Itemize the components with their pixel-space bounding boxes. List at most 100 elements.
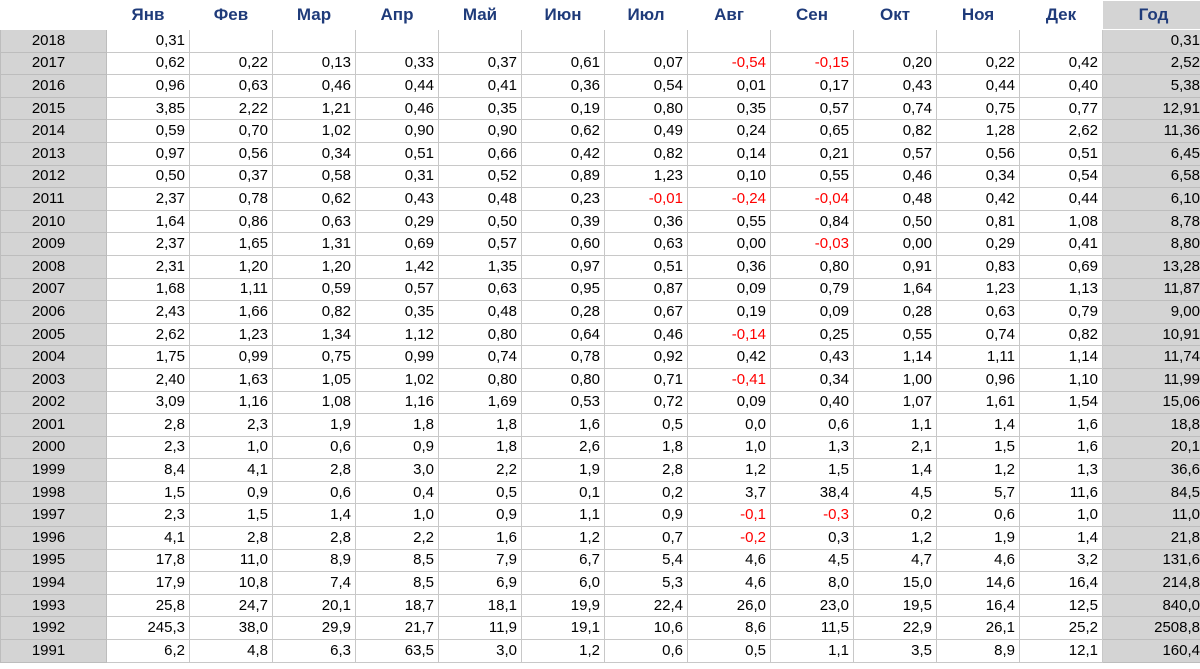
month-value-cell: 0,82 <box>272 300 356 324</box>
month-value-cell: 0,33 <box>355 51 439 76</box>
month-value-cell: 6,7 <box>521 548 605 573</box>
month-value-cell: 0,42 <box>687 345 771 369</box>
month-value-cell: -0,24 <box>687 187 771 211</box>
month-value-cell: 0,29 <box>936 232 1020 256</box>
year-total-cell: 13,28 <box>1102 254 1200 279</box>
month-value-cell: 19,9 <box>521 593 605 618</box>
month-value-cell: 0,86 <box>189 209 273 234</box>
month-value-cell: 29,9 <box>272 616 356 641</box>
month-value-cell: 11,0 <box>189 548 273 573</box>
year-cell: 2009 <box>0 232 107 256</box>
month-value-cell: 0,6 <box>770 413 854 437</box>
month-value-cell: 63,5 <box>355 639 439 663</box>
month-value-cell: 23,0 <box>770 593 854 618</box>
month-value-cell: 22,4 <box>604 593 688 618</box>
month-value-cell: 7,9 <box>438 548 522 573</box>
year-total-cell: 214,8 <box>1102 571 1200 595</box>
month-value-cell: 6,2 <box>106 639 190 663</box>
year-cell: 2010 <box>0 209 107 234</box>
month-value-cell: 1,69 <box>438 390 522 415</box>
month-value-cell: 0,2 <box>604 480 688 505</box>
table-row: 1997 2,3 1,5 1,4 1,0 0,9 1,1 0,9 -0,1 -0,3 0,2 0,6 1… <box>0 503 1200 528</box>
header-jun: Июн <box>521 0 605 30</box>
month-value-cell: -0,3 <box>770 503 854 528</box>
month-value-cell: 0,96 <box>936 367 1020 392</box>
month-value-cell: 0,2 <box>853 503 937 528</box>
month-value-cell: 0,5 <box>604 413 688 437</box>
month-value-cell: 2,1 <box>853 435 937 460</box>
header-feb: Фев <box>189 0 273 30</box>
month-value-cell: 1,4 <box>1019 526 1103 550</box>
month-value-cell: 0,31 <box>106 29 190 53</box>
month-value-cell: 0,28 <box>853 300 937 324</box>
month-value-cell: 0,63 <box>604 232 688 256</box>
month-value-cell: 0,78 <box>189 187 273 211</box>
month-value-cell: 38,4 <box>770 480 854 505</box>
year-total-cell: 21,8 <box>1102 526 1200 550</box>
month-value-cell: 0,5 <box>687 639 771 663</box>
month-value-cell: 2,2 <box>355 526 439 550</box>
month-value-cell: 25,8 <box>106 593 190 618</box>
month-value-cell: 0,74 <box>936 322 1020 347</box>
month-value-cell: 1,20 <box>189 254 273 279</box>
month-value-cell: 11,5 <box>770 616 854 641</box>
month-value-cell: 0,34 <box>770 367 854 392</box>
header-aug: Авг <box>687 0 771 30</box>
month-value-cell: 0,48 <box>853 187 937 211</box>
month-value-cell: 14,6 <box>936 571 1020 595</box>
month-value-cell <box>272 29 356 53</box>
month-value-cell: 0,57 <box>770 96 854 121</box>
month-value-cell: 19,5 <box>853 593 937 618</box>
month-value-cell: -0,04 <box>770 187 854 211</box>
table-body: 2018 0,31 0,31 2017 0,62 0,22 0,13 0,33 0,37 0,61… <box>0 29 1200 663</box>
month-value-cell: 3,85 <box>106 96 190 121</box>
month-value-cell: 0,35 <box>355 300 439 324</box>
month-value-cell: 1,9 <box>521 458 605 482</box>
month-value-cell: 0,70 <box>189 119 273 143</box>
year-cell: 1997 <box>0 503 107 528</box>
year-total-cell: 11,36 <box>1102 119 1200 143</box>
month-value-cell: 0,87 <box>604 277 688 302</box>
month-value-cell <box>604 29 688 53</box>
month-value-cell: 1,0 <box>189 435 273 460</box>
month-value-cell: 6,3 <box>272 639 356 663</box>
month-value-cell: 18,7 <box>355 593 439 618</box>
year-total-cell: 12,91 <box>1102 96 1200 121</box>
month-value-cell: 1,35 <box>438 254 522 279</box>
header-jan: Янв <box>106 0 190 30</box>
month-value-cell: 0,82 <box>853 119 937 143</box>
month-value-cell: 1,66 <box>189 300 273 324</box>
year-total-cell: 18,8 <box>1102 413 1200 437</box>
month-value-cell: 1,8 <box>438 435 522 460</box>
month-value-cell: 4,6 <box>687 548 771 573</box>
table-row: 2003 2,40 1,63 1,05 1,02 0,80 0,80 0,71 -0,41 0,3… <box>0 367 1200 392</box>
month-value-cell: 0,75 <box>272 345 356 369</box>
month-value-cell: 0,17 <box>770 74 854 98</box>
month-value-cell: 0,80 <box>770 254 854 279</box>
month-value-cell: 0,96 <box>106 74 190 98</box>
month-value-cell: 1,0 <box>687 435 771 460</box>
month-value-cell: 1,02 <box>272 119 356 143</box>
month-value-cell: 5,4 <box>604 548 688 573</box>
month-value-cell: 0,6 <box>272 480 356 505</box>
month-value-cell: 0,43 <box>853 74 937 98</box>
year-cell: 2012 <box>0 164 107 189</box>
month-value-cell: 0,41 <box>438 74 522 98</box>
table-row: 2010 1,64 0,86 0,63 0,29 0,50 0,39 0,36 0,55 0,84… <box>0 209 1200 234</box>
month-value-cell: 1,6 <box>438 526 522 550</box>
month-value-cell: 0,48 <box>438 187 522 211</box>
table-row: 2006 2,43 1,66 0,82 0,35 0,48 0,28 0,67 0,19 0,09… <box>0 300 1200 324</box>
table-row: 1994 17,9 10,8 7,4 8,5 6,9 6,0 5,3 4,6 8,0 15,0 14,… <box>0 571 1200 595</box>
month-value-cell: 0,67 <box>604 300 688 324</box>
month-value-cell: 0,37 <box>189 164 273 189</box>
month-value-cell: 0,80 <box>438 322 522 347</box>
month-value-cell: 1,75 <box>106 345 190 369</box>
month-value-cell: 0,90 <box>355 119 439 143</box>
month-value-cell: 0,99 <box>189 345 273 369</box>
month-value-cell: 0,22 <box>936 51 1020 76</box>
month-value-cell: 22,9 <box>853 616 937 641</box>
table-row: 2007 1,68 1,11 0,59 0,57 0,63 0,95 0,87 0,09 0,79… <box>0 277 1200 302</box>
month-value-cell: 0,92 <box>604 345 688 369</box>
month-value-cell: 1,1 <box>521 503 605 528</box>
